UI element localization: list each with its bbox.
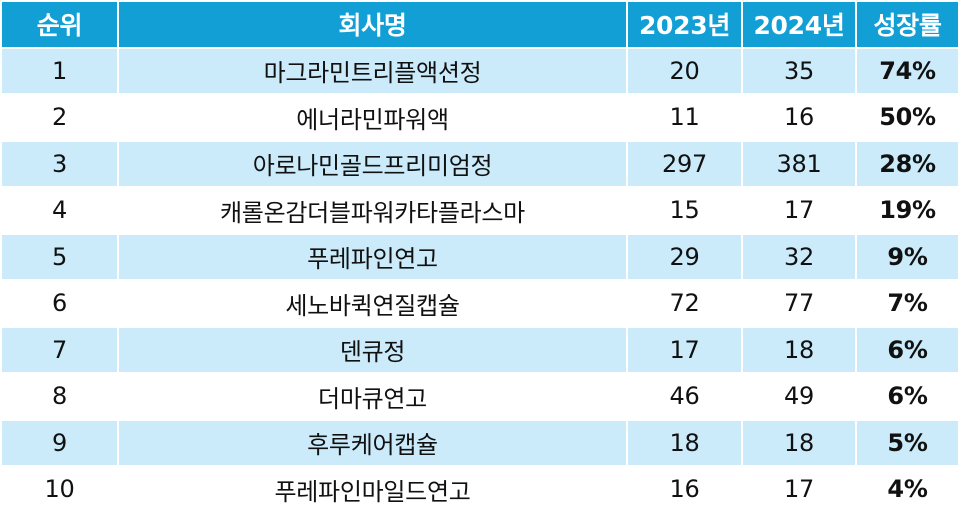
value-2023-cell: 18 bbox=[628, 420, 741, 465]
value-2024-cell: 77 bbox=[743, 281, 855, 326]
rank-cell: 7 bbox=[2, 327, 117, 372]
company-cell: 마그라민트리플액션정 bbox=[119, 48, 626, 93]
column-header-company: 회사명 bbox=[119, 2, 626, 47]
column-header-rank: 순위 bbox=[2, 2, 117, 47]
value-2023-cell: 20 bbox=[628, 48, 741, 93]
value-2024-cell: 32 bbox=[743, 234, 855, 279]
growth-cell: 7% bbox=[857, 281, 958, 326]
rank-cell: 5 bbox=[2, 234, 117, 279]
value-2023-cell: 46 bbox=[628, 374, 741, 419]
rank-cell: 6 bbox=[2, 281, 117, 326]
value-2024-cell: 18 bbox=[743, 327, 855, 372]
value-2024-cell: 17 bbox=[743, 467, 855, 512]
value-2024-cell: 381 bbox=[743, 141, 855, 186]
company-cell: 아로나민골드프리미엄정 bbox=[119, 141, 626, 186]
value-2024-cell: 18 bbox=[743, 420, 855, 465]
growth-cell: 5% bbox=[857, 420, 958, 465]
company-cell: 캐롤온감더블파워카타플라스마 bbox=[119, 188, 626, 233]
rank-cell: 9 bbox=[2, 420, 117, 465]
growth-cell: 28% bbox=[857, 141, 958, 186]
value-2023-cell: 297 bbox=[628, 141, 741, 186]
rank-cell: 3 bbox=[2, 141, 117, 186]
growth-cell: 9% bbox=[857, 234, 958, 279]
value-2023-cell: 29 bbox=[628, 234, 741, 279]
growth-cell: 6% bbox=[857, 327, 958, 372]
company-cell: 푸레파인마일드연고 bbox=[119, 467, 626, 512]
company-cell: 푸레파인연고 bbox=[119, 234, 626, 279]
company-cell: 후루케어캡슐 bbox=[119, 420, 626, 465]
column-header-2024: 2024년 bbox=[743, 2, 855, 47]
column-header-growth: 성장률 bbox=[857, 2, 958, 47]
growth-cell: 6% bbox=[857, 374, 958, 419]
value-2023-cell: 72 bbox=[628, 281, 741, 326]
company-cell: 덴큐정 bbox=[119, 327, 626, 372]
rank-cell: 10 bbox=[2, 467, 117, 512]
value-2024-cell: 16 bbox=[743, 95, 855, 140]
column-header-2023: 2023년 bbox=[628, 2, 741, 47]
value-2024-cell: 49 bbox=[743, 374, 855, 419]
value-2024-cell: 17 bbox=[743, 188, 855, 233]
value-2023-cell: 15 bbox=[628, 188, 741, 233]
value-2023-cell: 16 bbox=[628, 467, 741, 512]
growth-cell: 19% bbox=[857, 188, 958, 233]
value-2024-cell: 35 bbox=[743, 48, 855, 93]
company-cell: 세노바퀵연질캡슐 bbox=[119, 281, 626, 326]
rank-cell: 4 bbox=[2, 188, 117, 233]
company-cell: 더마큐연고 bbox=[119, 374, 626, 419]
company-cell: 에너라민파워액 bbox=[119, 95, 626, 140]
rank-cell: 8 bbox=[2, 374, 117, 419]
value-2023-cell: 17 bbox=[628, 327, 741, 372]
growth-cell: 4% bbox=[857, 467, 958, 512]
rank-cell: 1 bbox=[2, 48, 117, 93]
value-2023-cell: 11 bbox=[628, 95, 741, 140]
growth-cell: 74% bbox=[857, 48, 958, 93]
rank-cell: 2 bbox=[2, 95, 117, 140]
growth-cell: 50% bbox=[857, 95, 958, 140]
